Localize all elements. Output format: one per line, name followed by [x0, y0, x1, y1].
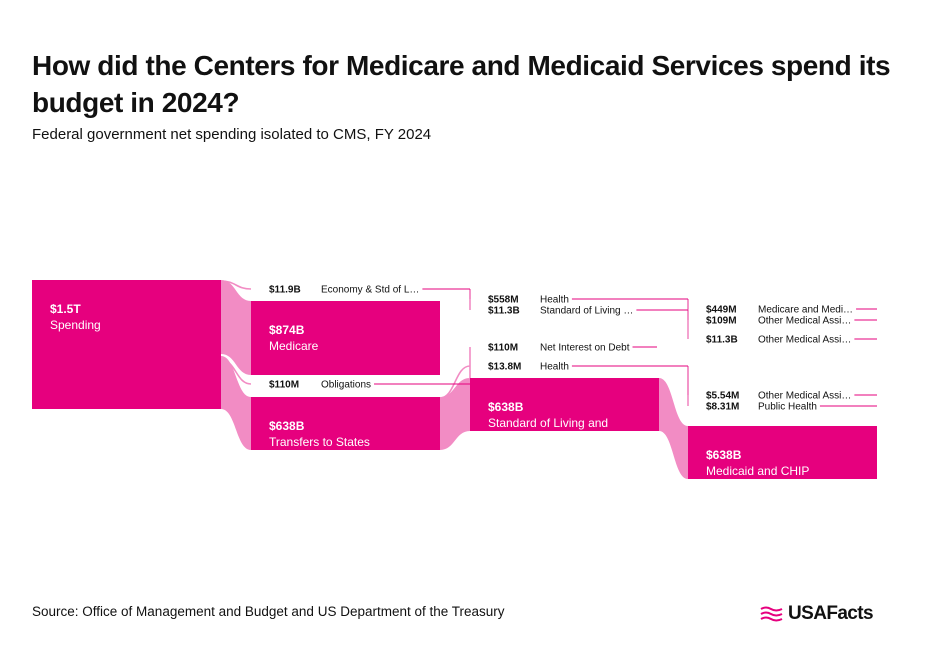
chart-subtitle: Federal government net spending isolated…: [32, 126, 432, 143]
node-value-label: $11.3B: [488, 306, 520, 317]
node-value-label: $638B: [706, 448, 742, 462]
node-labels: $1.5T Spending $11.9B Economy & Std of L… $8…: [50, 285, 853, 479]
node-name-label: Other Medical Assi…: [758, 335, 851, 346]
source-note: Source: Office of Management and Budget …: [32, 604, 505, 619]
chart-title: How did the Centers for Medicare and Med…: [32, 50, 891, 118]
node-value-label: $638B: [269, 419, 305, 433]
node-name-label: Medicaid and CHIP: [706, 464, 809, 478]
node-value-label: $449M: [706, 305, 737, 316]
node-name-label: Public Health: [758, 402, 817, 413]
node-name-label: Other Medical Assi…: [758, 316, 851, 327]
node-name-label: Medicare and Medi…: [758, 305, 853, 316]
link-transfers-to-stdliving2: [440, 378, 470, 450]
sankey-nodes: [32, 280, 877, 479]
node-value-label: $13.8M: [488, 362, 521, 373]
node-name-label: Obligations: [321, 380, 371, 391]
node-value-label: $558M: [488, 295, 519, 306]
node-value-label: $110M: [488, 343, 518, 354]
flag-icon: [760, 606, 783, 622]
node-value-label: $5.54M: [706, 391, 739, 402]
node-name-label: Aid to the Disadvantaged: [488, 431, 622, 445]
node-name-label: Net Interest on Debt: [540, 343, 630, 354]
node-medicaid-and-chip: [688, 426, 877, 479]
node-value-label: $110M: [269, 380, 299, 391]
node-name-label: Standard of Living …: [540, 306, 633, 317]
node-value-label: $638B: [488, 400, 524, 414]
node-name-label: Spending: [50, 318, 101, 332]
link-spending-to-transfers: [221, 356, 251, 450]
node-name-label: Economy & Std of L…: [321, 285, 419, 296]
link-stdliving2-to-medicaid_chip: [659, 378, 688, 479]
node-value-label: $109M: [706, 316, 737, 327]
node-medicare: [251, 301, 440, 375]
node-name-label: Transfers to States: [269, 435, 370, 449]
leader-lines: [374, 288, 877, 407]
node-name-label: Health: [540, 362, 569, 373]
node-standard-of-living-and-aid-to-the-disadvantaged: [470, 378, 659, 431]
node-spending: [32, 280, 221, 409]
node-value-label: $874B: [269, 323, 305, 337]
node-name-label: Health: [540, 295, 569, 306]
logo-text: USAFacts: [788, 603, 874, 624]
node-value-label: $11.9B: [269, 285, 301, 296]
node-name-label: Medicare: [269, 339, 319, 353]
node-value-label: $11.3B: [706, 335, 738, 346]
node-name-label: Standard of Living and: [488, 416, 608, 430]
node-name-label: Other Medical Assi…: [758, 391, 851, 402]
link-spending-to-medicare: [221, 280, 251, 375]
node-transfers-to-states: [251, 397, 440, 450]
node-value-label: $1.5T: [50, 302, 81, 316]
node-value-label: $8.31M: [706, 402, 739, 413]
usafacts-logo[interactable]: USAFacts: [760, 603, 874, 625]
